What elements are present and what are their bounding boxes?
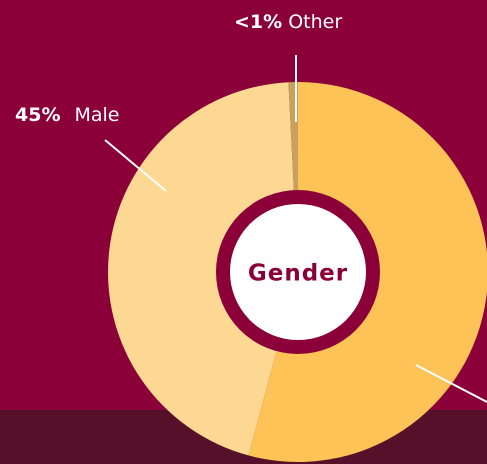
slice bbox=[107, 82, 298, 456]
value-label: 45% bbox=[15, 104, 60, 126]
slice-label: 45% Male bbox=[15, 104, 120, 126]
slice-label: <1% Other bbox=[234, 11, 342, 33]
category-label: Other bbox=[288, 11, 342, 33]
leader-line bbox=[104, 139, 167, 192]
leader-line bbox=[415, 364, 487, 403]
category-label: Male bbox=[74, 104, 119, 126]
chart-title: Gender bbox=[248, 261, 348, 287]
value-label: <1% bbox=[234, 11, 282, 33]
inner-disc bbox=[230, 204, 366, 340]
